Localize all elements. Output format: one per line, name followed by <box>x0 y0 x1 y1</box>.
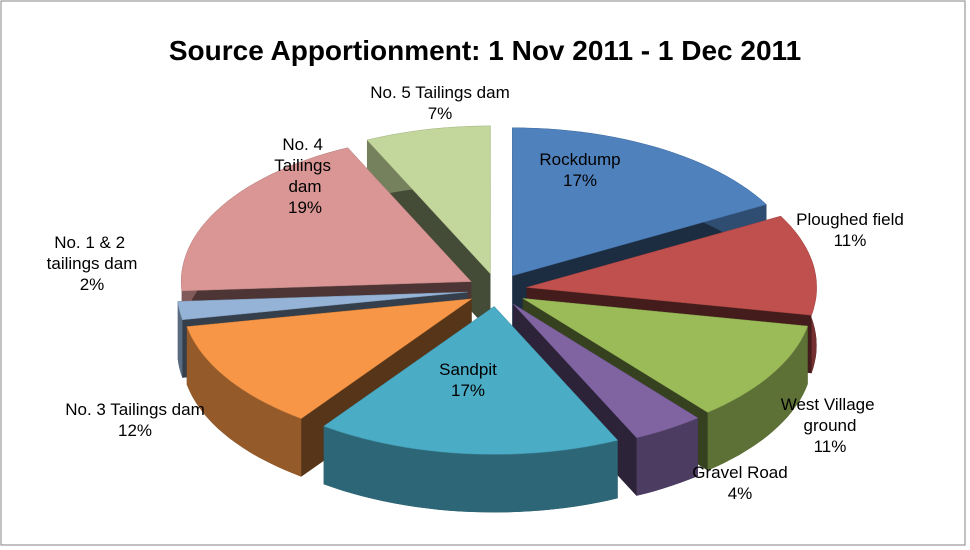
slice-wall <box>186 326 302 477</box>
category-label: Rockdump <box>539 150 620 169</box>
value-label: 12% <box>118 421 152 440</box>
slice <box>522 298 809 413</box>
labels: Rockdump 17% Ploughed field 11% West Village… <box>47 83 904 503</box>
slice <box>366 125 491 275</box>
slice-wall <box>323 426 618 513</box>
category-label: No. 5 Tailings dam <box>370 83 510 102</box>
category-label: Ploughed field <box>796 210 904 229</box>
label-line: Tailings <box>274 156 335 175</box>
slice <box>512 303 699 439</box>
label-line: No. 3 Tailings dam <box>65 400 205 419</box>
value-label: 17% <box>451 381 485 400</box>
label-line: Rockdump <box>539 150 620 169</box>
slice <box>323 306 619 513</box>
value-label: 7% <box>428 104 453 123</box>
category-label: Gravel Road <box>692 463 787 482</box>
category-label: Sandpit <box>439 360 497 379</box>
slice-wall <box>177 301 183 378</box>
value-label: 4% <box>728 484 753 503</box>
slice <box>526 215 817 316</box>
slice <box>180 147 472 292</box>
label-line: No. 4 <box>282 135 327 154</box>
value-label: 19% <box>288 198 322 217</box>
label-line: Gravel Road <box>692 463 787 482</box>
label-line: ground <box>804 416 857 435</box>
value-label: 11% <box>834 231 867 250</box>
slice-wall <box>707 326 808 471</box>
label-line: Sandpit <box>439 360 497 379</box>
label-line: tailings dam <box>47 254 138 273</box>
value-label: 11% <box>814 437 847 456</box>
category-label: No. 4 Tailings dam <box>274 135 335 196</box>
label-line: No. 1 & 2 <box>54 233 130 252</box>
slice <box>323 306 619 455</box>
slice <box>186 298 473 419</box>
value-label: 17% <box>563 171 597 190</box>
label-line: dam <box>288 177 321 196</box>
chart-title: Source Apportionment: 1 Nov 2011 - 1 Dec… <box>169 35 801 66</box>
slice-wall <box>636 417 698 496</box>
label-line: No. 5 Tailings dam <box>370 83 510 102</box>
category-label: No. 3 Tailings dam <box>65 400 205 419</box>
value-label: 2% <box>80 275 105 294</box>
label-line: West Village <box>781 395 880 414</box>
category-label: No. 1 & 2 tailings dam <box>47 233 138 273</box>
slice <box>177 291 468 321</box>
pie <box>177 125 817 513</box>
label-line: Ploughed field <box>796 210 904 229</box>
slice <box>512 127 767 277</box>
category-label: West Village ground <box>781 395 880 435</box>
